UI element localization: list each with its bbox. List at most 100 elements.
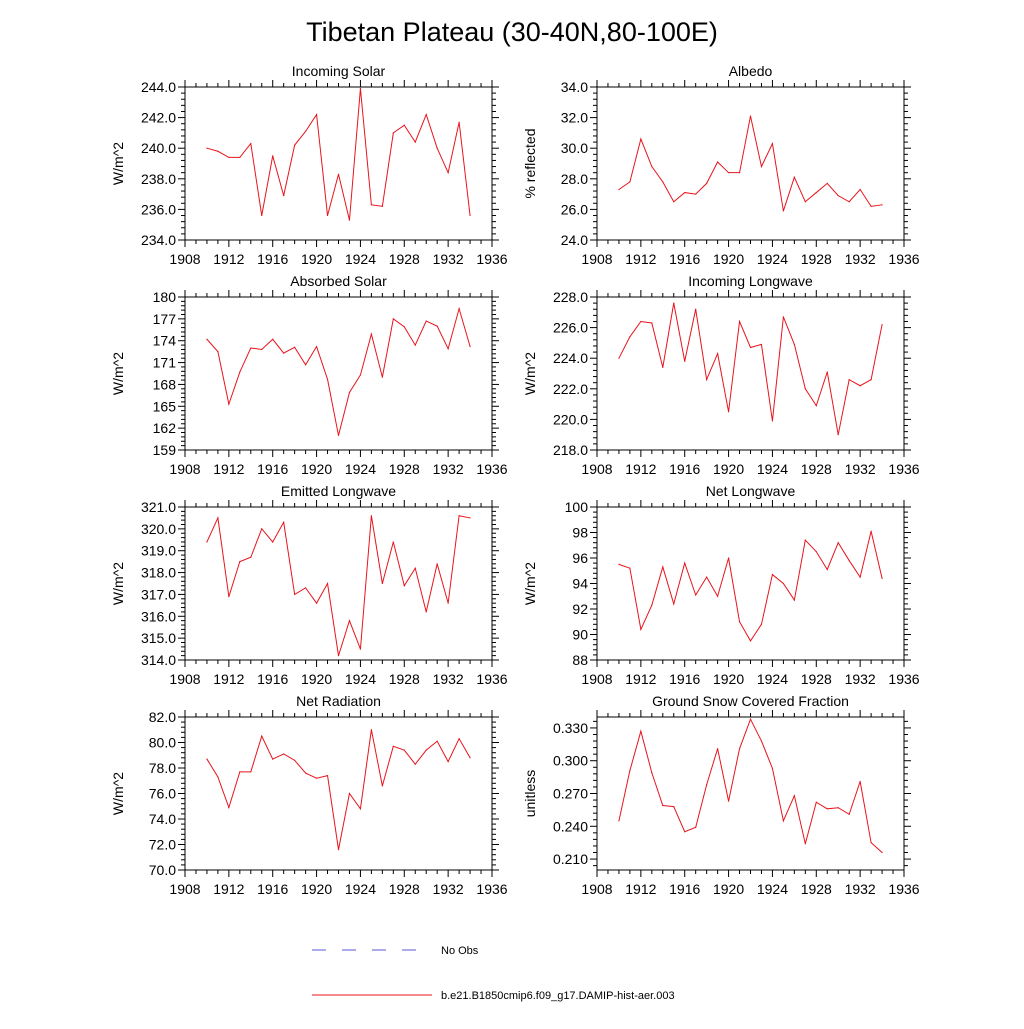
- data-point: [239, 561, 241, 563]
- data-point: [695, 826, 697, 828]
- y-tick-label: 0.270: [553, 786, 588, 802]
- x-tick-label: 1920: [713, 251, 744, 267]
- data-point: [261, 528, 263, 530]
- data-point: [662, 181, 664, 183]
- data-point: [305, 772, 307, 774]
- panel-4: Incoming Longwave 1908 1912 1916 1920 1924 192…: [522, 273, 920, 477]
- data-point: [771, 573, 774, 576]
- x-tick-label: 1924: [757, 461, 788, 477]
- data-point: [283, 352, 285, 354]
- data-point: [403, 585, 405, 587]
- y-tick-label: 171: [153, 355, 177, 371]
- y-tick-label: 74.0: [149, 811, 176, 827]
- x-tick-label: 1916: [257, 461, 288, 477]
- y-tick-label: 98: [572, 525, 588, 541]
- data-point: [337, 655, 340, 657]
- x-tick-label: 1908: [169, 461, 200, 477]
- y-tick-label: 315.0: [141, 630, 176, 646]
- data-point: [250, 556, 252, 558]
- y-axis: 234.0 236.0 238.0 240.0 242.0 244.0: [141, 79, 499, 248]
- data-point: [359, 648, 362, 650]
- data-point: [815, 191, 817, 194]
- data-point: [458, 738, 460, 740]
- y-tick-label: 0.300: [553, 753, 588, 769]
- x-tick-label: 1924: [345, 881, 376, 897]
- panel-8: Ground Snow Covered Fraction 1908 1912 1916…: [522, 693, 920, 897]
- x-tick-label: 1936: [476, 881, 507, 897]
- x-axis: 1908 1912 1916 1920 1924 1928 1932 1936: [581, 500, 920, 687]
- data-point: [326, 214, 329, 217]
- y-tick-label: 165: [153, 398, 177, 414]
- data-point: [727, 800, 730, 802]
- x-tick-label: 1932: [433, 881, 464, 897]
- x-tick-label: 1920: [301, 671, 332, 687]
- data-point: [848, 813, 850, 815]
- x-tick-label: 1920: [301, 461, 332, 477]
- data-point: [749, 115, 752, 117]
- data-point: [348, 792, 351, 795]
- data-point: [348, 620, 351, 622]
- data-point: [815, 801, 817, 803]
- data-point: [469, 757, 471, 759]
- x-tick-label: 1924: [345, 671, 376, 687]
- data-point: [793, 795, 795, 797]
- y-tick-label: 222.0: [553, 381, 588, 397]
- x-tick-label: 1936: [888, 251, 919, 267]
- data-point: [881, 577, 883, 580]
- data-point: [217, 150, 219, 152]
- x-tick-label: 1936: [888, 881, 919, 897]
- data-point: [717, 595, 719, 597]
- data-point: [793, 176, 795, 178]
- data-point: [727, 172, 730, 174]
- series-points: [618, 302, 883, 436]
- y-tick-label: 321.0: [141, 499, 176, 515]
- data-point: [793, 599, 795, 601]
- data-point: [706, 784, 708, 786]
- data-point: [315, 113, 318, 116]
- panel-title: Net Longwave: [706, 483, 796, 499]
- y-tick-label: 226.0: [553, 320, 588, 336]
- data-point: [392, 745, 394, 747]
- data-point: [469, 214, 471, 217]
- data-point: [305, 587, 307, 589]
- x-tick-label: 1928: [389, 671, 420, 687]
- panel-title: Emitted Longwave: [281, 483, 396, 499]
- x-tick-label: 1912: [625, 671, 656, 687]
- data-point: [294, 346, 296, 348]
- y-tick-label: 100: [565, 499, 589, 515]
- data-point: [640, 138, 642, 140]
- data-point: [359, 374, 362, 376]
- y-axis: 218.0 220.0 222.0 224.0 226.0 228.0: [553, 289, 911, 458]
- data-point: [414, 141, 416, 143]
- data-point: [228, 403, 230, 405]
- y-tick-label: 244.0: [141, 79, 176, 95]
- data-point: [771, 143, 774, 145]
- data-point: [738, 748, 741, 750]
- x-tick-label: 1912: [625, 251, 656, 267]
- data-point: [370, 729, 372, 731]
- data-point: [315, 602, 318, 604]
- panel-6: Net Longwave 1908 1912 1916 1920 1924 1928 1932…: [522, 483, 920, 687]
- x-tick-label: 1936: [476, 461, 507, 477]
- y-tick-label: 88: [572, 652, 588, 668]
- data-point: [315, 777, 318, 779]
- x-tick-label: 1912: [213, 251, 244, 267]
- data-point: [859, 188, 861, 191]
- x-tick-label: 1916: [257, 881, 288, 897]
- data-point: [706, 379, 708, 381]
- y-tick-label: 240.0: [141, 140, 176, 156]
- series-points: [618, 530, 883, 642]
- series-line: [206, 306, 471, 436]
- y-tick-label: 314.0: [141, 652, 176, 668]
- data-point: [815, 405, 817, 407]
- x-tick-label: 1932: [433, 671, 464, 687]
- x-tick-label: 1916: [669, 251, 700, 267]
- y-tick-label: 174: [153, 333, 177, 349]
- y-tick-label: 72.0: [149, 837, 176, 853]
- data-point: [815, 551, 817, 553]
- y-axis: 159 162 165 168 171 174 177 180: [153, 289, 499, 458]
- data-point: [695, 193, 697, 195]
- y-tick-label: 317.0: [141, 586, 176, 602]
- panel-title: Incoming Longwave: [688, 273, 813, 289]
